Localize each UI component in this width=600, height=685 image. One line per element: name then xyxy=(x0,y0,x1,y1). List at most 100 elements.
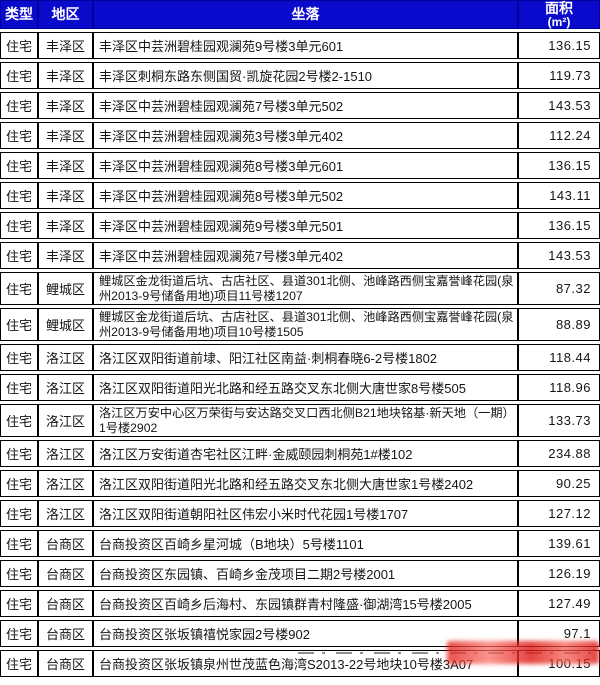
table-row: 住宅 丰泽区 丰泽区中芸洲碧桂园观澜苑7号楼3单元502 143.53 xyxy=(0,92,600,120)
cell-location: 丰泽区中芸洲碧桂园观澜苑9号楼3单元501 xyxy=(93,212,518,240)
cell-district: 台商区 xyxy=(38,560,93,588)
cell-type: 住宅 xyxy=(0,560,38,588)
table-header-row: 类型 地区 坐落 面积 (m²) xyxy=(0,0,600,30)
cell-area: 118.44 xyxy=(518,344,600,372)
cell-area: 143.11 xyxy=(518,182,600,210)
table-row: 住宅 丰泽区 丰泽区刺桐东路东侧国贸·凯旋花园2号楼2-1510 119.73 xyxy=(0,62,600,90)
cell-district: 丰泽区 xyxy=(38,212,93,240)
cell-district: 丰泽区 xyxy=(38,242,93,270)
cell-type: 住宅 xyxy=(0,212,38,240)
cell-location: 台商投资区张坂镇泉州世茂蓝色海湾S2013-22号地块10号楼3A07 xyxy=(93,650,518,678)
cell-area: 100.15 xyxy=(518,650,600,678)
cell-district: 鲤城区 xyxy=(38,272,93,306)
col-header-type: 类型 xyxy=(0,0,38,30)
cell-area: 136.15 xyxy=(518,212,600,240)
table-row: 住宅 台商区 台商投资区张坂镇泉州世茂蓝色海湾S2013-22号地块10号楼3A… xyxy=(0,650,600,678)
cell-location: 洛江区万安街道杏宅社区江畔·金威颐园刺桐苑1#楼102 xyxy=(93,440,518,468)
cell-district: 丰泽区 xyxy=(38,152,93,180)
cell-location: 洛江区万安中心区万荣街与安达路交叉口西北侧B21地块铭基·新天地（一期）1号楼2… xyxy=(93,404,518,438)
cell-location: 洛江区双阳街道朝阳社区伟宏小米时代花园1号楼1707 xyxy=(93,500,518,528)
cell-type: 住宅 xyxy=(0,530,38,558)
cell-area: 118.96 xyxy=(518,374,600,402)
cell-district: 丰泽区 xyxy=(38,182,93,210)
cell-district: 台商区 xyxy=(38,590,93,618)
cell-district: 洛江区 xyxy=(38,440,93,468)
cell-area: 234.88 xyxy=(518,440,600,468)
cell-area: 136.15 xyxy=(518,152,600,180)
cell-district: 鲤城区 xyxy=(38,308,93,342)
cell-area: 112.24 xyxy=(518,122,600,150)
cell-type: 住宅 xyxy=(0,62,38,90)
cell-location: 洛江区双阳街道阳光北路和经五路交叉东北侧大唐世家8号楼505 xyxy=(93,374,518,402)
cell-location: 台商投资区百崎乡后海村、东园镇群青村隆盛·御湖湾15号楼2005 xyxy=(93,590,518,618)
cell-district: 丰泽区 xyxy=(38,92,93,120)
cell-area: 127.49 xyxy=(518,590,600,618)
cell-location: 丰泽区刺桐东路东侧国贸·凯旋花园2号楼2-1510 xyxy=(93,62,518,90)
cell-type: 住宅 xyxy=(0,152,38,180)
cell-type: 住宅 xyxy=(0,374,38,402)
cell-district: 洛江区 xyxy=(38,404,93,438)
table-row: 住宅 台商区 台商投资区东园镇、百崎乡金茂项目二期2号楼2001 126.19 xyxy=(0,560,600,588)
cell-area: 143.53 xyxy=(518,242,600,270)
cell-district: 洛江区 xyxy=(38,344,93,372)
col-header-location: 坐落 xyxy=(93,0,518,30)
area-header-unit: (m²) xyxy=(547,14,571,29)
cell-type: 住宅 xyxy=(0,620,38,648)
cell-type: 住宅 xyxy=(0,242,38,270)
cell-district: 丰泽区 xyxy=(38,62,93,90)
cell-district: 台商区 xyxy=(38,620,93,648)
cell-area: 87.32 xyxy=(518,272,600,306)
cell-type: 住宅 xyxy=(0,470,38,498)
table-row: 住宅 洛江区 洛江区双阳街道前埭、阳江社区南益·刺桐春晓6-2号楼1802 11… xyxy=(0,344,600,372)
cell-area: 88.89 xyxy=(518,308,600,342)
cell-area: 119.73 xyxy=(518,62,600,90)
area-header-title: 面积 xyxy=(545,0,573,16)
cell-type: 住宅 xyxy=(0,32,38,60)
cell-type: 住宅 xyxy=(0,440,38,468)
table-row: 住宅 台商区 台商投资区张坂镇禧悦家园2号楼902 97.1 xyxy=(0,620,600,648)
table-row: 住宅 鲤城区 鲤城区金龙街道后坑、古店社区、县道301北侧、池峰路西侧宝嘉誉峰花… xyxy=(0,272,600,306)
cell-type: 住宅 xyxy=(0,344,38,372)
cell-district: 洛江区 xyxy=(38,374,93,402)
cell-district: 丰泽区 xyxy=(38,122,93,150)
cell-location: 丰泽区中芸洲碧桂园观澜苑8号楼3单元502 xyxy=(93,182,518,210)
cell-location: 鲤城区金龙街道后坑、古店社区、县道301北侧、池峰路西侧宝嘉誉峰花园(泉州201… xyxy=(93,272,518,306)
cell-type: 住宅 xyxy=(0,122,38,150)
cell-district: 丰泽区 xyxy=(38,32,93,60)
cell-location: 鲤城区金龙街道后坑、古店社区、县道301北侧、池峰路西侧宝嘉誉峰花园(泉州201… xyxy=(93,308,518,342)
table-row: 住宅 丰泽区 丰泽区中芸洲碧桂园观澜苑9号楼3单元601 136.15 xyxy=(0,32,600,60)
cell-area: 97.1 xyxy=(518,620,600,648)
cell-type: 住宅 xyxy=(0,92,38,120)
cell-location: 丰泽区中芸洲碧桂园观澜苑7号楼3单元402 xyxy=(93,242,518,270)
cell-type: 住宅 xyxy=(0,500,38,528)
cell-area: 139.61 xyxy=(518,530,600,558)
cell-type: 住宅 xyxy=(0,590,38,618)
cell-district: 台商区 xyxy=(38,530,93,558)
cell-type: 住宅 xyxy=(0,308,38,342)
cell-location: 台商投资区百崎乡星河城（B地块）5号楼1101 xyxy=(93,530,518,558)
cell-district: 洛江区 xyxy=(38,470,93,498)
table-row: 住宅 丰泽区 丰泽区中芸洲碧桂园观澜苑8号楼3单元502 143.11 xyxy=(0,182,600,210)
cell-location: 台商投资区东园镇、百崎乡金茂项目二期2号楼2001 xyxy=(93,560,518,588)
table-row: 住宅 丰泽区 丰泽区中芸洲碧桂园观澜苑8号楼3单元601 136.15 xyxy=(0,152,600,180)
table-row: 住宅 丰泽区 丰泽区中芸洲碧桂园观澜苑7号楼3单元402 143.53 xyxy=(0,242,600,270)
cell-location: 丰泽区中芸洲碧桂园观澜苑8号楼3单元601 xyxy=(93,152,518,180)
cell-location: 洛江区双阳街道阳光北路和经五路交叉东北侧大唐世家1号楼2402 xyxy=(93,470,518,498)
table-row: 住宅 洛江区 洛江区万安街道杏宅社区江畔·金威颐园刺桐苑1#楼102 234.8… xyxy=(0,440,600,468)
cell-area: 136.15 xyxy=(518,32,600,60)
col-header-area: 面积 (m²) xyxy=(518,0,600,30)
cell-district: 台商区 xyxy=(38,650,93,678)
cell-location: 丰泽区中芸洲碧桂园观澜苑7号楼3单元502 xyxy=(93,92,518,120)
cell-district: 洛江区 xyxy=(38,500,93,528)
cell-area: 127.12 xyxy=(518,500,600,528)
table-row: 住宅 台商区 台商投资区百崎乡后海村、东园镇群青村隆盛·御湖湾15号楼2005 … xyxy=(0,590,600,618)
cell-location: 洛江区双阳街道前埭、阳江社区南益·刺桐春晓6-2号楼1802 xyxy=(93,344,518,372)
table-row: 住宅 丰泽区 丰泽区中芸洲碧桂园观澜苑3号楼3单元402 112.24 xyxy=(0,122,600,150)
cell-type: 住宅 xyxy=(0,182,38,210)
table-row: 住宅 洛江区 洛江区双阳街道阳光北路和经五路交叉东北侧大唐世家1号楼2402 9… xyxy=(0,470,600,498)
table-row: 住宅 台商区 台商投资区百崎乡星河城（B地块）5号楼1101 139.61 xyxy=(0,530,600,558)
cell-area: 126.19 xyxy=(518,560,600,588)
cell-area: 90.25 xyxy=(518,470,600,498)
